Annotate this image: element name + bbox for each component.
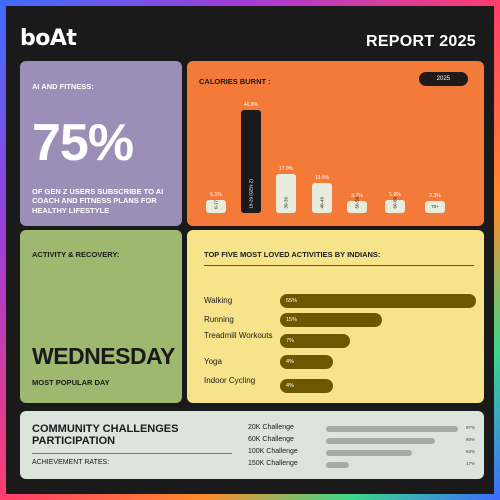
challenge-bar (326, 426, 458, 432)
bar-18-29-gen-z-: 18-29 (GEN Z) (241, 110, 261, 213)
challenge-percent: 97% (466, 425, 476, 430)
challenge-name: 100K Challenge (248, 448, 298, 455)
challenge-track (326, 462, 462, 468)
activity-name: Walking (204, 296, 233, 305)
report-frame: boAt REPORT 2025 AI AND FITNESS: 75% OF … (6, 6, 494, 494)
activity-name: Indoor Cycling (204, 376, 256, 385)
challenge-name: 60K Challenge (248, 436, 294, 443)
activity-bar: 55% (280, 294, 476, 308)
brand-logo: boAt (20, 26, 77, 51)
bar-70-: 70+ (425, 201, 445, 213)
challenge-track (326, 450, 462, 456)
ai-card-label: AI AND FITNESS: (32, 82, 94, 91)
bar-value-label: 5.9% (389, 192, 401, 199)
bar-category-label: 18-29 (GEN Z) (248, 179, 254, 209)
ai-description: OF GEN Z USERS SUBSCRIBE TO AI COACH AND… (32, 187, 164, 215)
popular-day: WEDNESDAY (32, 343, 175, 369)
ai-fitness-card: AI AND FITNESS: 75% OF GEN Z USERS SUBSC… (20, 61, 182, 226)
activity-percent: 55% (286, 298, 298, 304)
activity-percent: 4% (286, 359, 294, 365)
community-title: COMMUNITY CHALLENGES PARTICIPATION (32, 423, 179, 447)
activity-name: Treadmill Workouts (204, 331, 273, 340)
challenge-percent: 80% (466, 437, 476, 442)
activity-percent: 15% (286, 317, 298, 323)
bar-value-label: 46.8% (243, 102, 259, 109)
bar-60-69: 60-69 (385, 197, 405, 213)
activity-card-label: ACTIVITY & RECOVERY: (32, 250, 120, 259)
challenge-track (326, 438, 462, 444)
bar-category-label: 40-49 (319, 197, 325, 209)
challenge-track (326, 426, 462, 432)
bar-value-label: 13.5% (314, 175, 330, 182)
activity-bar: 15% (280, 313, 383, 327)
bar-value-label: 3.7% (351, 193, 363, 199)
bar-40-49: 40-49 (312, 183, 332, 213)
challenge-bar (326, 450, 412, 456)
bar-category-label: 50-59 (354, 197, 360, 209)
activity-bar: 4% (280, 355, 333, 369)
activity-bar: 4% (280, 379, 333, 393)
activity-name: Running (204, 315, 234, 324)
ai-percent: 75% (32, 114, 134, 172)
community-subtitle: ACHIEVEMENT RATES: (32, 459, 110, 466)
bar-value-label: 17.9% (278, 165, 294, 172)
activity-percent: 7% (286, 338, 294, 344)
calories-bar-chart: 0-17 6.1% 18-29 (GEN Z) 46.8% 30-39 17.9% 40-4… (187, 61, 484, 226)
divider (32, 453, 232, 454)
calories-card: CALORIES BURNT : 2025 0-17 6.1% 18-29 (GEN… (187, 61, 484, 226)
bar-0-17: 0-17 (206, 199, 226, 213)
calories-card-label: CALORIES BURNT : (199, 77, 271, 86)
challenge-percent: 17% (466, 461, 476, 466)
divider (204, 265, 474, 266)
activity-recovery-card: ACTIVITY & RECOVERY: WEDNESDAY MOST POPU… (20, 230, 182, 403)
report-title: REPORT 2025 (365, 33, 476, 50)
bar-category-label: 60-69 (392, 197, 398, 209)
activity-name: Yoga (204, 357, 222, 366)
challenge-name: 150K Challenge (248, 460, 298, 467)
activity-bar: 7% (280, 334, 350, 348)
top-activities-label: TOP FIVE MOST LOVED ACTIVITIES BY INDIAN… (204, 250, 381, 259)
activity-percent: 4% (286, 383, 294, 389)
bar-category-label: 0-17 (213, 199, 219, 209)
bar-category-label: 70+ (431, 204, 439, 209)
bar-value-label: 2.3% (429, 193, 441, 199)
community-card: COMMUNITY CHALLENGES PARTICIPATION ACHIE… (20, 411, 484, 479)
bar-category-label: 30-39 (283, 197, 289, 209)
bar-30-39: 30-39 (276, 173, 296, 213)
challenge-bar (326, 462, 350, 468)
challenge-name: 20K Challenge (248, 424, 294, 431)
top-activities-card: TOP FIVE MOST LOVED ACTIVITIES BY INDIAN… (187, 230, 484, 403)
challenge-bar (326, 438, 435, 444)
year-pill[interactable]: 2025 (418, 72, 468, 86)
challenge-percent: 63% (466, 449, 476, 454)
bar-value-label: 6.1% (210, 191, 222, 198)
popular-day-subtitle: MOST POPULAR DAY (32, 378, 110, 387)
bar-50-59: 50-59 (347, 197, 367, 213)
